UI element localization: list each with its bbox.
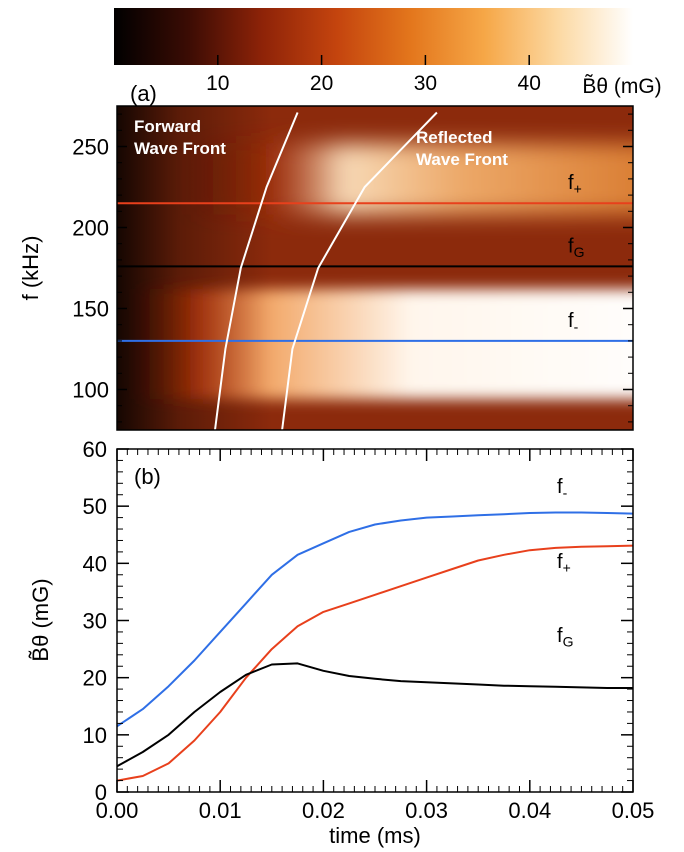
line-ytick-label: 60 xyxy=(83,437,107,462)
series-label: f+ xyxy=(557,551,571,575)
colorbar-label: B̃θ (mG) xyxy=(582,75,661,98)
series-labels: f-f+ fG xyxy=(557,476,573,649)
line-ytick-label: 0 xyxy=(95,780,107,805)
series-line xyxy=(117,662,633,768)
line-xlabel: time (ms) xyxy=(329,823,421,848)
series-label: f- xyxy=(557,476,568,500)
line-ytick-label: 50 xyxy=(83,494,107,519)
heatmap-ytick-label: 250 xyxy=(72,135,109,160)
heatmap-ytick-label: 150 xyxy=(72,297,109,322)
colorbar-gradient xyxy=(114,8,633,65)
panel-a-label: (a) xyxy=(130,81,157,106)
frequency-line-label: fG xyxy=(568,235,584,259)
wave-front-label-line1: Reflected xyxy=(416,128,493,147)
heatmap-band xyxy=(129,289,633,400)
heatmap-frame xyxy=(116,105,634,431)
line-xtick-label: 0.01 xyxy=(199,798,242,823)
line-panel: 0 10 20 30 40 50 60 0.00 0.01 0.02 0.03 0.04 0.05 (b… xyxy=(28,437,654,848)
line-ytick-label: 30 xyxy=(83,609,107,634)
frequency-line-label: f- xyxy=(568,310,579,334)
line-ytick-label: 10 xyxy=(83,723,107,748)
series-line xyxy=(117,544,633,782)
heatmap-panel: 100 150 200 250 (a) f (kHz) Forward Wave Fro… xyxy=(18,81,634,431)
colorbar-tick-label: 30 xyxy=(414,72,437,95)
line-ylabel: B̃θ (mG) xyxy=(28,578,53,661)
heatmap-axis: 100 150 200 250 xyxy=(72,113,633,423)
heatmap-ytick-label: 100 xyxy=(72,378,109,403)
line-axis: 0 10 20 30 40 50 60 0.00 0.01 0.02 0.03 0.04 0.05 xyxy=(83,437,655,823)
frequency-line-labels: f+ fG f- xyxy=(568,172,584,334)
heatmap-ytick-label: 200 xyxy=(72,216,109,241)
line-xtick-label: 0.03 xyxy=(405,798,448,823)
colorbar-ticks: 10 20 30 40 xyxy=(206,55,541,95)
frequency-line-label: f+ xyxy=(568,172,582,196)
colorbar: 10 20 30 40 B̃θ (mG) xyxy=(114,8,662,98)
wave-front-curve xyxy=(214,112,299,430)
line-ytick-label: 20 xyxy=(83,666,107,691)
colorbar-tick-label: 40 xyxy=(518,72,541,95)
series-line xyxy=(117,511,633,728)
wave-front-label-line1: Forward xyxy=(134,117,201,136)
panel-b-label: (b) xyxy=(134,464,161,489)
line-xtick-label: 0.05 xyxy=(612,798,655,823)
frequency-lines xyxy=(117,202,633,342)
line-xtick-label: 0.04 xyxy=(508,798,551,823)
line-xtick-label: 0.02 xyxy=(302,798,345,823)
wave-front-curve xyxy=(281,111,438,430)
wave-fronts xyxy=(214,111,438,430)
line-series xyxy=(117,511,633,782)
line-ytick-label: 40 xyxy=(83,551,107,576)
wave-front-labels: Forward Wave Front Reflected Wave Front xyxy=(134,117,508,169)
colorbar-tick-label: 10 xyxy=(206,72,229,95)
line-xtick-label: 0.00 xyxy=(96,798,139,823)
heatmap-ylabel: f (kHz) xyxy=(18,236,43,301)
wave-front-label-line2: Wave Front xyxy=(416,150,508,169)
wave-front-label-line2: Wave Front xyxy=(134,139,226,158)
series-label: fG xyxy=(557,625,573,649)
colorbar-tick-label: 20 xyxy=(310,72,333,95)
